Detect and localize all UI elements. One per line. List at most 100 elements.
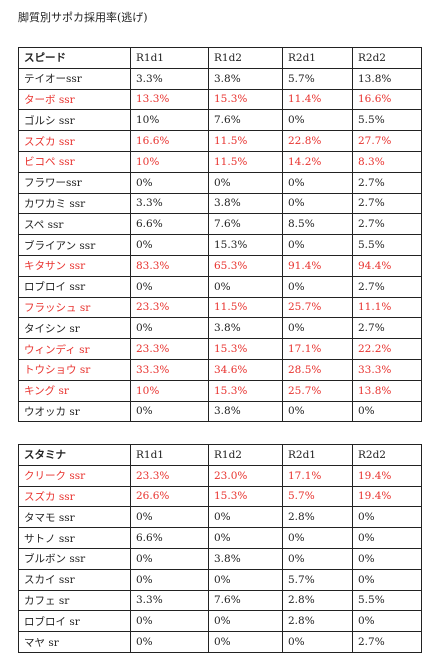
table-cell: 2.7% (352, 213, 422, 236)
table-cell: 28.5% (282, 358, 353, 381)
table-cell: 16.6% (130, 130, 209, 152)
table-cell: ロブロイ sr (18, 610, 131, 633)
table-cell: 2.7% (352, 275, 422, 298)
table-cell: 5.5% (352, 109, 422, 132)
table-cell: 3.3% (130, 589, 209, 612)
table-row: クリーク ssr 23.3% 23.0% 17.1% 19.4% (18, 464, 422, 487)
table-cell: 0% (208, 275, 283, 298)
table-row: カフェ sr 3.3% 7.6% 2.8% 5.5% (18, 589, 422, 612)
table-cell: 0% (282, 547, 353, 570)
table: スピード R1d1 R1d2 R2d1 R2d2 テイオーssr 3.3% 3.8% 5.7% 1… (18, 47, 422, 423)
table-cell: 13.3% (130, 88, 209, 111)
table-row: ゴルシ ssr 10% 7.6% 0% 5.5% (18, 109, 422, 132)
table: スタミナ R1d1 R1d2 R2d1 R2d2 クリーク ssr 23.3% 23.0% 17… (18, 444, 422, 653)
table-cell: 17.1% (282, 464, 353, 487)
table-cell: 7.6% (208, 109, 283, 132)
table-cell: 7.6% (208, 213, 283, 236)
table-cell: 19.4% (352, 464, 422, 487)
header-cell: R1d1 (130, 444, 209, 466)
table-cell: スカイ ssr (18, 568, 131, 591)
table-cell: 10% (130, 379, 209, 402)
table-cell: 0% (208, 631, 283, 653)
table-cell: 3.8% (208, 547, 283, 570)
header-cell: R1d2 (208, 444, 283, 466)
table-cell: ウィンディ sr (18, 338, 131, 360)
table-row: キング sr 10% 15.3% 25.7% 13.8% (18, 379, 422, 402)
table-cell: 25.7% (282, 296, 353, 319)
table-cell: 11.5% (208, 130, 283, 152)
table-cell: 34.6% (208, 358, 283, 381)
table-cell: 3.8% (208, 317, 283, 340)
header-cell: スピード (18, 47, 131, 69)
table-cell: 23.3% (130, 296, 209, 319)
table-cell: スペ ssr (18, 213, 131, 236)
table-cell: ゴルシ ssr (18, 109, 131, 132)
table-cell: 11.1% (352, 296, 422, 319)
table-row: テイオーssr 3.3% 3.8% 5.7% 13.8% (18, 67, 422, 90)
table-row: ウィンディ sr 23.3% 15.3% 17.1% 22.2% (18, 338, 422, 360)
table-cell: タマモ ssr (18, 506, 131, 529)
table-cell: 3.3% (130, 67, 209, 90)
table-cell: 0% (352, 506, 422, 529)
table-row: ウオッカ sr 0% 3.8% 0% 0% (18, 400, 422, 423)
table-row: ビコペ ssr 10% 11.5% 14.2% 8.3% (18, 150, 422, 173)
table-cell: ビコペ ssr (18, 150, 131, 173)
table-cell: 0% (352, 610, 422, 633)
table-cell: 22.8% (282, 130, 353, 152)
table-cell: 15.3% (208, 234, 283, 256)
table-cell: 0% (208, 610, 283, 633)
table-cell: 0% (282, 400, 353, 423)
table-cell: 23.3% (130, 338, 209, 360)
table-row: スペ ssr 6.6% 7.6% 8.5% 2.7% (18, 213, 422, 236)
table-cell: 2.8% (282, 610, 353, 633)
header-cell: R2d2 (352, 47, 422, 69)
table-row: フラッシュ sr 23.3% 11.5% 25.7% 11.1% (18, 296, 422, 319)
header-cell: R2d1 (282, 444, 353, 466)
table-cell: 0% (282, 317, 353, 340)
table-cell: 0% (130, 317, 209, 340)
table-row: ターボ ssr 13.3% 15.3% 11.4% 16.6% (18, 88, 422, 111)
table-row: ロブロイ sr 0% 0% 2.8% 0% (18, 610, 422, 633)
table-cell: 14.2% (282, 150, 353, 173)
header-cell: R2d2 (352, 444, 422, 466)
table-cell: 0% (130, 275, 209, 298)
table-cell: 0% (130, 506, 209, 529)
table-cell: 23.0% (208, 464, 283, 487)
table-cell: キタサン ssr (18, 254, 131, 277)
table-cell: 15.3% (208, 485, 283, 508)
table-cell: 0% (130, 568, 209, 591)
header-cell: スタミナ (18, 444, 131, 466)
table-row: トウショウ sr 33.3% 34.6% 28.5% 33.3% (18, 358, 422, 381)
table-cell: 0% (208, 171, 283, 194)
table-cell: 5.5% (352, 589, 422, 612)
table-cell: 0% (208, 568, 283, 591)
table-cell: 0% (130, 400, 209, 423)
table-cell: 2.8% (282, 506, 353, 529)
table-cell: スズカ ssr (18, 130, 131, 152)
table-cell: 0% (282, 171, 353, 194)
table-row: ブライアン ssr 0% 15.3% 0% 5.5% (18, 234, 422, 256)
table-cell: 11.4% (282, 88, 353, 111)
table-cell: キング sr (18, 379, 131, 402)
table-row: サトノ ssr 6.6% 0% 0% 0% (18, 527, 422, 549)
table-cell: 11.5% (208, 296, 283, 319)
table-row: フラワーssr 0% 0% 0% 2.7% (18, 171, 422, 194)
table-cell: テイオーssr (18, 67, 131, 90)
table-row: スカイ ssr 0% 0% 5.7% 0% (18, 568, 422, 591)
table-cell: 0% (282, 527, 353, 549)
table-cell: 0% (282, 109, 353, 132)
table-cell: マヤ sr (18, 631, 131, 653)
table-cell: 0% (282, 192, 353, 215)
table-row: カワカミ ssr 3.3% 3.8% 0% 2.7% (18, 192, 422, 215)
table-row: ブルボン ssr 0% 3.8% 0% 0% (18, 547, 422, 570)
table-cell: 3.8% (208, 192, 283, 215)
table-cell: 2.8% (282, 589, 353, 612)
table-cell: 13.8% (352, 379, 422, 402)
table-cell: 5.7% (282, 568, 353, 591)
table-row: マヤ sr 0% 0% 0% 2.7% (18, 631, 422, 653)
header-cell: R1d1 (130, 47, 209, 69)
table-cell: 8.5% (282, 213, 353, 236)
table-cell: 2.7% (352, 192, 422, 215)
table-cell: クリーク ssr (18, 464, 131, 487)
